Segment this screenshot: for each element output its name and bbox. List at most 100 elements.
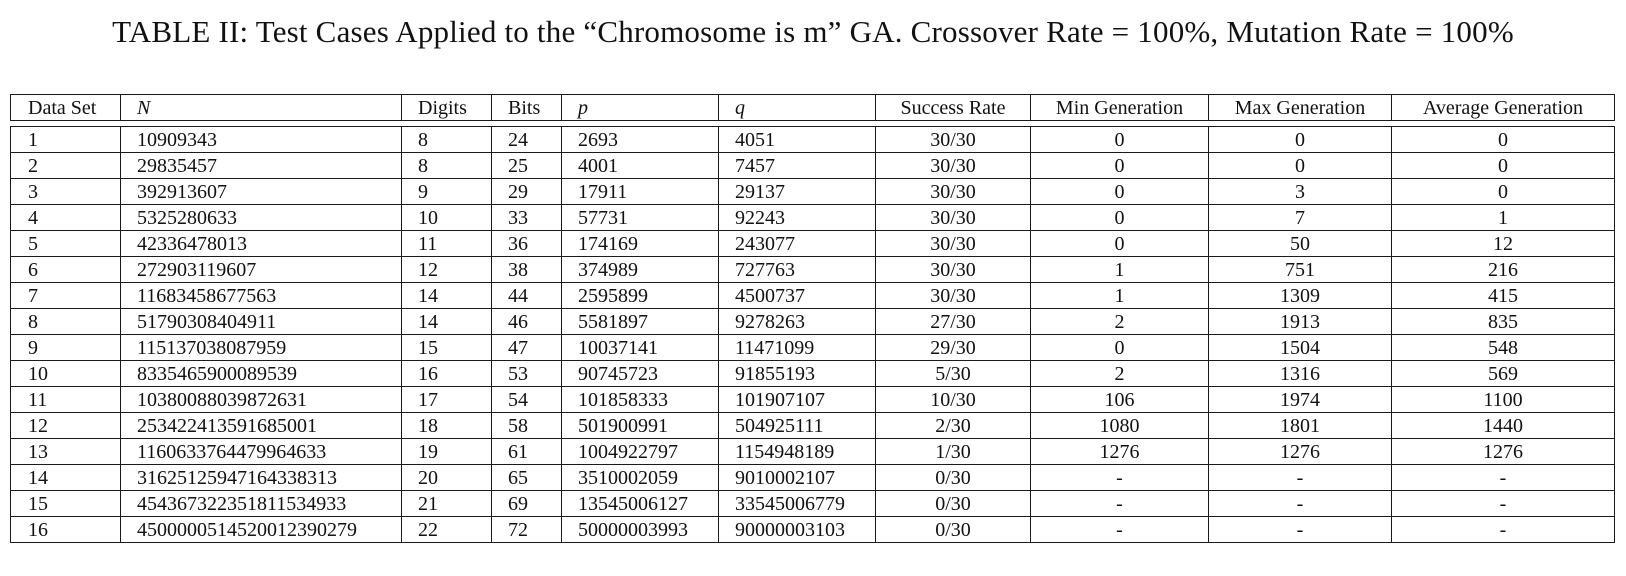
cell-p: 4001	[561, 152, 719, 179]
cell-max-generation: 7	[1208, 204, 1392, 231]
cell-max-generation: 1504	[1208, 334, 1392, 361]
cell-p: 57731	[561, 204, 719, 231]
cell-data-set: 5	[10, 230, 121, 257]
cell-digits: 17	[401, 386, 492, 413]
cell-average-generation: 0	[1391, 178, 1615, 205]
cell-min-generation: 2	[1030, 308, 1209, 335]
cell-n: 115137038087959	[120, 334, 402, 361]
header-p: p	[561, 94, 719, 121]
cell-min-generation: -	[1030, 464, 1209, 491]
header-average-generation: Average Generation	[1391, 94, 1615, 121]
cell-max-generation: 1276	[1208, 438, 1392, 465]
cell-success-rate: 30/30	[875, 282, 1031, 309]
table-row: 15 454367322351811534933 21 69 13545006127 33…	[10, 490, 1615, 517]
cell-max-generation: 1309	[1208, 282, 1392, 309]
cell-success-rate: 30/30	[875, 256, 1031, 283]
cell-q: 727763	[718, 256, 876, 283]
cell-data-set: 11	[10, 386, 121, 413]
cell-n: 11683458677563	[120, 282, 402, 309]
cell-digits: 15	[401, 334, 492, 361]
cell-min-generation: 1	[1030, 282, 1209, 309]
cell-digits: 11	[401, 230, 492, 257]
cell-q: 4051	[718, 126, 876, 153]
cell-p: 13545006127	[561, 490, 719, 517]
cell-average-generation: 835	[1391, 308, 1615, 335]
cell-data-set: 8	[10, 308, 121, 335]
cell-p: 374989	[561, 256, 719, 283]
cell-success-rate: 0/30	[875, 464, 1031, 491]
cell-min-generation: 2	[1030, 360, 1209, 387]
cell-p: 50000003993	[561, 516, 719, 543]
cell-average-generation: 415	[1391, 282, 1615, 309]
cell-min-generation: -	[1030, 490, 1209, 517]
cell-bits: 47	[491, 334, 562, 361]
cell-min-generation: 0	[1030, 230, 1209, 257]
cell-success-rate: 29/30	[875, 334, 1031, 361]
cell-data-set: 2	[10, 152, 121, 179]
cell-average-generation: 548	[1391, 334, 1615, 361]
cell-max-generation: -	[1208, 464, 1392, 491]
cell-min-generation: 0	[1030, 152, 1209, 179]
table-header: Data Set N Digits Bits p q Success Rate Min Gen…	[10, 94, 1615, 121]
cell-max-generation: 3	[1208, 178, 1392, 205]
cell-q: 1154948189	[718, 438, 876, 465]
cell-p: 2693	[561, 126, 719, 153]
cell-min-generation: -	[1030, 516, 1209, 543]
cell-n: 454367322351811534933	[120, 490, 402, 517]
cell-min-generation: 1080	[1030, 412, 1209, 439]
table-row: 5 42336478013 11 36 174169 243077 30/30 0 50 12	[10, 230, 1615, 257]
cell-p: 17911	[561, 178, 719, 205]
cell-success-rate: 0/30	[875, 516, 1031, 543]
cell-success-rate: 0/30	[875, 490, 1031, 517]
cell-success-rate: 30/30	[875, 178, 1031, 205]
header-bits: Bits	[491, 94, 562, 121]
cell-bits: 53	[491, 360, 562, 387]
cell-q: 243077	[718, 230, 876, 257]
table-row: 8 51790308404911 14 46 5581897 9278263 27/30 2 1…	[10, 308, 1615, 335]
cell-success-rate: 10/30	[875, 386, 1031, 413]
cell-q: 9010002107	[718, 464, 876, 491]
cell-max-generation: -	[1208, 516, 1392, 543]
cell-n: 42336478013	[120, 230, 402, 257]
cell-p: 90745723	[561, 360, 719, 387]
cell-bits: 36	[491, 230, 562, 257]
cell-average-generation: 0	[1391, 152, 1615, 179]
header-row: Data Set N Digits Bits p q Success Rate Min Gen…	[10, 94, 1615, 121]
cell-n: 392913607	[120, 178, 402, 205]
cell-success-rate: 2/30	[875, 412, 1031, 439]
cell-average-generation: 569	[1391, 360, 1615, 387]
cell-min-generation: 106	[1030, 386, 1209, 413]
cell-average-generation: 1	[1391, 204, 1615, 231]
cell-max-generation: 0	[1208, 152, 1392, 179]
cell-q: 90000003103	[718, 516, 876, 543]
results-table: Data Set N Digits Bits p q Success Rate Min Gen…	[10, 94, 1615, 543]
cell-p: 2595899	[561, 282, 719, 309]
cell-average-generation: -	[1391, 490, 1615, 517]
cell-q: 33545006779	[718, 490, 876, 517]
cell-p: 1004922797	[561, 438, 719, 465]
cell-data-set: 3	[10, 178, 121, 205]
header-n: N	[120, 94, 402, 121]
cell-q: 504925111	[718, 412, 876, 439]
cell-p: 174169	[561, 230, 719, 257]
cell-n: 31625125947164338313	[120, 464, 402, 491]
table-row: 7 11683458677563 14 44 2595899 4500737 30/30 1 1…	[10, 282, 1615, 309]
cell-q: 4500737	[718, 282, 876, 309]
cell-bits: 72	[491, 516, 562, 543]
cell-q: 29137	[718, 178, 876, 205]
table-row: 16 4500000514520012390279 22 72 50000003993 9…	[10, 516, 1615, 543]
cell-data-set: 10	[10, 360, 121, 387]
cell-digits: 22	[401, 516, 492, 543]
cell-bits: 46	[491, 308, 562, 335]
cell-p: 501900991	[561, 412, 719, 439]
cell-success-rate: 30/30	[875, 126, 1031, 153]
cell-data-set: 1	[10, 126, 121, 153]
cell-n: 272903119607	[120, 256, 402, 283]
cell-digits: 14	[401, 308, 492, 335]
cell-success-rate: 30/30	[875, 152, 1031, 179]
cell-q: 91855193	[718, 360, 876, 387]
cell-p: 10037141	[561, 334, 719, 361]
cell-n: 4500000514520012390279	[120, 516, 402, 543]
cell-n: 10909343	[120, 126, 402, 153]
cell-q: 9278263	[718, 308, 876, 335]
